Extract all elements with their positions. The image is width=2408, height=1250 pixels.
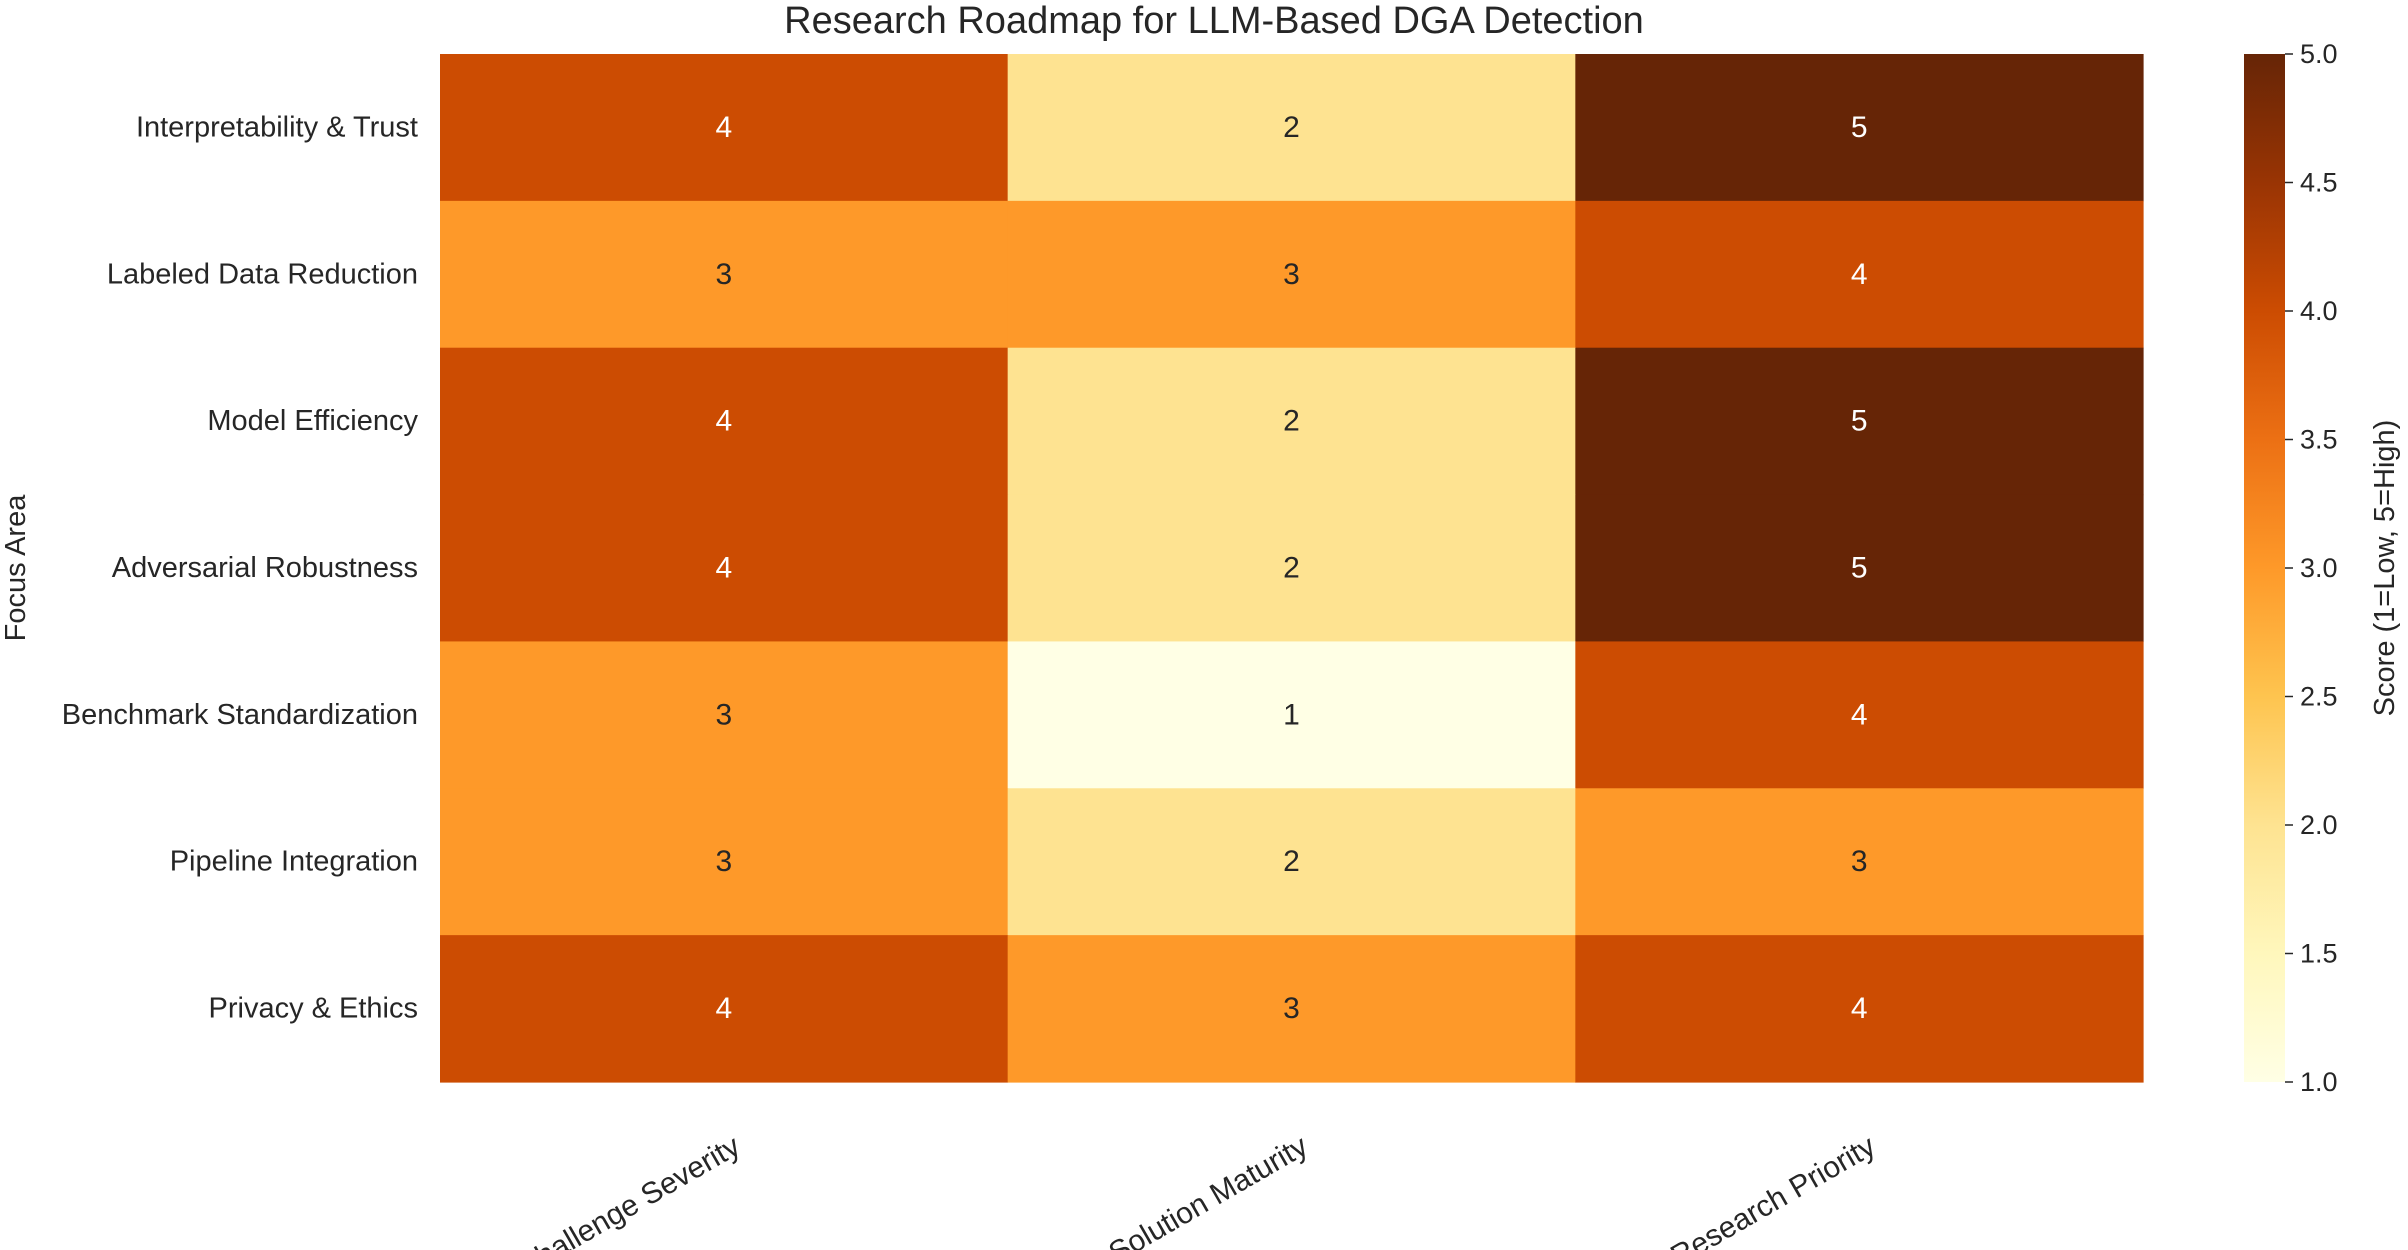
colorbar-tick-label: 3.5	[2300, 425, 2338, 455]
cell-value-label: 4	[715, 405, 732, 438]
heatmap-cell-benchmark-standardization-challenge-severity	[440, 641, 1009, 789]
cell-value-label: 3	[1283, 258, 1300, 291]
heatmap-cell-labeled-data-reduction-solution-maturity	[1007, 200, 1576, 349]
cell-value-label: 3	[1851, 845, 1868, 878]
y-tick-label: Model Efficiency	[207, 405, 418, 437]
cell-value-label: 3	[1283, 992, 1300, 1025]
colorbar-tick-label: 2.0	[2300, 810, 2338, 840]
heatmap-cell-interpretability-trust-challenge-severity	[440, 54, 1009, 202]
heatmap-cells	[440, 54, 2144, 1083]
y-tick-labels: Interpretability & Trust Labeled Data Red…	[62, 111, 419, 1024]
heatmap-cell-privacy-ethics-challenge-severity	[440, 935, 1009, 1083]
cell-value-label: 2	[1283, 405, 1300, 438]
cell-value-label: 4	[1851, 992, 1868, 1025]
heatmap-cell-adversarial-robustness-challenge-severity	[440, 494, 1009, 643]
cell-value-label: 4	[715, 552, 732, 585]
colorbar-tick-label: 3.0	[2300, 553, 2338, 583]
colorbar-tick-label: 4.0	[2300, 296, 2338, 326]
heatmap-cell-benchmark-standardization-solution-maturity	[1007, 641, 1576, 789]
heatmap-cell-adversarial-robustness-research-priority	[1575, 494, 2144, 643]
heatmap-cell-model-efficiency-research-priority	[1575, 347, 2144, 496]
heatmap-cell-labeled-data-reduction-challenge-severity	[440, 200, 1009, 349]
cell-value-label: 4	[1851, 258, 1868, 291]
y-tick-label: Adversarial Robustness	[112, 552, 418, 584]
y-tick-label: Interpretability & Trust	[136, 111, 418, 143]
colorbar-tick-label: 5.0	[2300, 39, 2338, 69]
y-tick-label: Privacy & Ethics	[209, 993, 419, 1025]
cell-value-label: 2	[1283, 111, 1300, 144]
cell-value-label: 5	[1851, 552, 1868, 585]
y-tick-label: Benchmark Standardization	[62, 699, 418, 731]
y-axis-title: Focus Area	[0, 494, 32, 642]
x-tick-labels: Challenge Severity Solution Maturity Resea…	[511, 1129, 1881, 1250]
heatmap-cell-model-efficiency-challenge-severity	[440, 347, 1009, 496]
cell-value-label: 2	[1283, 552, 1300, 585]
chart-title: Research Roadmap for LLM-Based DGA Detec…	[784, 0, 1644, 42]
heatmap-cell-benchmark-standardization-research-priority	[1575, 641, 2144, 789]
heatmap-cell-pipeline-integration-solution-maturity	[1007, 788, 1576, 936]
heatmap-cell-labels: 4 2 5 3 3 4 4 2 5 4 2 5 3 1 4 3 2 3 4 3 4	[715, 111, 1867, 1025]
cell-value-label: 4	[715, 111, 732, 144]
y-tick-label: Pipeline Integration	[170, 846, 418, 878]
heatmap-cell-interpretability-trust-research-priority	[1575, 54, 2144, 202]
colorbar-tick-label: 2.5	[2300, 682, 2338, 712]
heatmap-cell-privacy-ethics-research-priority	[1575, 935, 2144, 1083]
cell-value-label: 2	[1283, 845, 1300, 878]
cell-value-label: 5	[1851, 405, 1868, 438]
heatmap-cell-model-efficiency-solution-maturity	[1007, 347, 1576, 496]
heatmap-cell-labeled-data-reduction-research-priority	[1575, 200, 2144, 349]
heatmap-cell-pipeline-integration-challenge-severity	[440, 788, 1009, 936]
heatmap-cell-interpretability-trust-solution-maturity	[1007, 54, 1576, 202]
x-tick-label: Research Priority	[1665, 1129, 1881, 1250]
cell-value-label: 3	[715, 698, 732, 731]
colorbar-label: Score (1=Low, 5=High)	[2369, 420, 2401, 717]
colorbar-tick-label: 1.0	[2300, 1067, 2338, 1097]
heatmap-cell-privacy-ethics-solution-maturity	[1007, 935, 1576, 1083]
heatmap-cell-adversarial-robustness-solution-maturity	[1007, 494, 1576, 643]
colorbar-tick-label: 4.5	[2300, 168, 2338, 198]
x-tick-label: Challenge Severity	[511, 1129, 746, 1250]
cell-value-label: 4	[1851, 698, 1868, 731]
cell-value-label: 3	[715, 845, 732, 878]
x-tick-label: Solution Maturity	[1103, 1129, 1313, 1250]
cell-value-label: 5	[1851, 111, 1868, 144]
colorbar-tick-label: 1.5	[2300, 939, 2338, 969]
colorbar	[2244, 54, 2285, 1082]
heatmap-cell-pipeline-integration-research-priority	[1575, 788, 2144, 936]
cell-value-label: 3	[715, 258, 732, 291]
colorbar-ticks: 1.0 1.5 2.0 2.5 3.0 3.5 4.0 4.5 5.0	[2285, 39, 2338, 1097]
cell-value-label: 1	[1283, 698, 1300, 731]
cell-value-label: 4	[715, 992, 732, 1025]
y-tick-label: Labeled Data Reduction	[107, 258, 418, 290]
